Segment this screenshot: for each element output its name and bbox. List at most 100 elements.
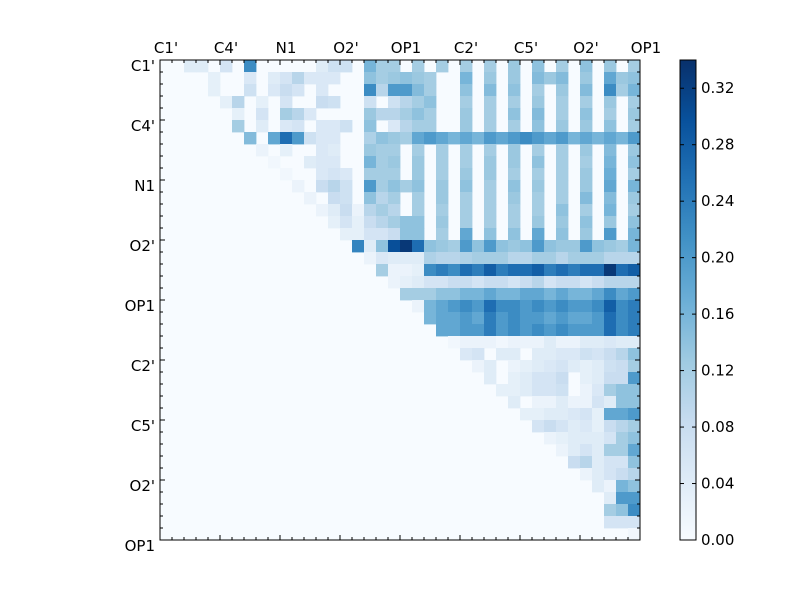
heatmap-cell bbox=[544, 408, 557, 421]
heatmap-cell bbox=[340, 204, 353, 217]
heatmap-cell bbox=[580, 444, 593, 457]
heatmap-cell bbox=[508, 384, 521, 397]
heatmap-cell bbox=[508, 204, 521, 217]
heatmap-cell bbox=[412, 156, 425, 169]
heatmap-cell bbox=[532, 264, 545, 277]
heatmap-cell bbox=[460, 312, 473, 325]
heatmap-cell bbox=[592, 432, 605, 445]
heatmap-cell bbox=[508, 300, 521, 313]
heatmap-cell bbox=[340, 228, 353, 241]
heatmap-cell bbox=[376, 204, 389, 217]
heatmap-cell bbox=[568, 360, 581, 373]
heatmap-cell bbox=[604, 228, 617, 241]
heatmap-cell bbox=[520, 240, 533, 253]
colorbar-tick-label: 0.20 bbox=[701, 249, 734, 267]
heatmap-cell bbox=[376, 192, 389, 205]
heatmap-cell bbox=[484, 204, 497, 217]
heatmap-cell bbox=[580, 396, 593, 409]
heatmap-cell bbox=[388, 84, 401, 97]
heatmap-cell bbox=[532, 252, 545, 265]
heatmap-cell bbox=[184, 60, 197, 73]
heatmap-cell bbox=[532, 120, 545, 133]
heatmap-cell bbox=[520, 288, 533, 301]
heatmap-cell bbox=[484, 300, 497, 313]
heatmap-cell bbox=[412, 264, 425, 277]
heatmap-cell bbox=[508, 84, 521, 97]
heatmap-cell bbox=[604, 288, 617, 301]
heatmap-cell bbox=[532, 348, 545, 361]
heatmap-cell bbox=[412, 144, 425, 157]
heatmap-cell bbox=[556, 324, 569, 337]
heatmap-cell bbox=[628, 252, 641, 265]
heatmap-cell bbox=[508, 360, 521, 373]
heatmap-cell bbox=[616, 504, 629, 517]
heatmap-cell bbox=[628, 468, 641, 481]
heatmap-cell bbox=[508, 216, 521, 229]
heatmap-cell bbox=[472, 300, 485, 313]
heatmap-cell bbox=[532, 72, 545, 85]
heatmap-cell bbox=[616, 516, 629, 529]
colorbar-tick-label: 0.00 bbox=[701, 531, 734, 549]
heatmap-cell bbox=[544, 240, 557, 253]
heatmap-cell bbox=[352, 216, 365, 229]
heatmap-cell bbox=[280, 144, 293, 157]
heatmap-cell bbox=[604, 84, 617, 97]
heatmap-cell bbox=[460, 252, 473, 265]
heatmap-cell bbox=[412, 72, 425, 85]
heatmap-cell bbox=[364, 96, 377, 109]
heatmap-cell bbox=[460, 168, 473, 181]
heatmap-cell bbox=[388, 216, 401, 229]
heatmap-cell bbox=[460, 192, 473, 205]
heatmap-cell bbox=[604, 324, 617, 337]
y-tick-label: C5' bbox=[131, 417, 155, 435]
heatmap-cell bbox=[568, 312, 581, 325]
heatmap-cell bbox=[556, 384, 569, 397]
x-tick-label: OP1 bbox=[631, 39, 661, 57]
heatmap-cell bbox=[568, 456, 581, 469]
heatmap-cell bbox=[460, 336, 473, 349]
heatmap-cell bbox=[556, 156, 569, 169]
heatmap-cell bbox=[616, 492, 629, 505]
colorbar-tick-label: 0.24 bbox=[701, 192, 734, 210]
heatmap-cell bbox=[328, 60, 341, 73]
heatmap-cell bbox=[520, 360, 533, 373]
heatmap-cell bbox=[412, 252, 425, 265]
heatmap-cell bbox=[604, 492, 617, 505]
heatmap-cell bbox=[376, 60, 389, 73]
x-tick-label: O2' bbox=[573, 39, 598, 57]
heatmap-cell bbox=[628, 264, 641, 277]
heatmap-cell bbox=[544, 300, 557, 313]
heatmap-cell bbox=[580, 132, 593, 145]
heatmap-cell bbox=[556, 444, 569, 457]
heatmap-cell bbox=[412, 60, 425, 73]
heatmap-cell bbox=[628, 192, 641, 205]
heatmap-cell bbox=[484, 360, 497, 373]
heatmap-cell bbox=[616, 276, 629, 289]
heatmap-cell bbox=[388, 192, 401, 205]
heatmap-cell bbox=[436, 300, 449, 313]
heatmap-cell bbox=[364, 84, 377, 97]
heatmap-cell bbox=[628, 480, 641, 493]
heatmap-cell bbox=[268, 156, 281, 169]
heatmap-cell bbox=[364, 60, 377, 73]
heatmap-cell bbox=[364, 228, 377, 241]
heatmap-cell bbox=[556, 192, 569, 205]
heatmap-cell bbox=[532, 132, 545, 145]
heatmap-cell bbox=[460, 228, 473, 241]
heatmap-cell bbox=[556, 420, 569, 433]
heatmap-cell bbox=[316, 84, 329, 97]
heatmap-cell bbox=[328, 204, 341, 217]
y-tick-label: C4' bbox=[131, 117, 155, 135]
heatmap-cell bbox=[556, 360, 569, 373]
heatmap-cell bbox=[592, 468, 605, 481]
heatmap-cell bbox=[412, 120, 425, 133]
heatmap-cell bbox=[376, 216, 389, 229]
heatmap-cell bbox=[604, 60, 617, 73]
heatmap-cell bbox=[412, 168, 425, 181]
heatmap-cell bbox=[448, 324, 461, 337]
heatmap-cell bbox=[220, 60, 233, 73]
heatmap-cell bbox=[268, 84, 281, 97]
heatmap-cell bbox=[292, 120, 305, 133]
heatmap-cell bbox=[436, 288, 449, 301]
heatmap-cell bbox=[412, 240, 425, 253]
